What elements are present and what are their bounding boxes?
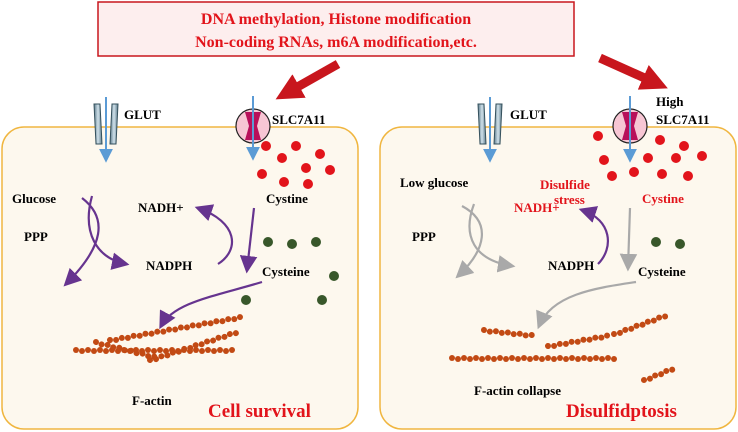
header-line-1: DNA methylation, Histone modification xyxy=(201,11,471,28)
cystine-label-right: Cystine xyxy=(642,191,684,206)
slc7a11-label-right-line2: SLC7A11 xyxy=(656,112,709,127)
ppp-label-left: PPP xyxy=(24,229,48,244)
cysteine-dots-right xyxy=(651,237,685,249)
cysteine-label-right: Cysteine xyxy=(638,264,686,279)
factin-collapse-label: F-actin collapse xyxy=(474,383,561,398)
f-actin-collapse-right xyxy=(449,313,676,383)
cysteine-label-left: Cysteine xyxy=(262,264,310,279)
glucose-label-left: Glucose xyxy=(12,191,56,206)
glucose-label-right: Low glucose xyxy=(400,175,468,190)
glut-transporter-right xyxy=(477,97,503,163)
cystine-label-left: Cystine xyxy=(266,191,308,206)
outcome-label-left: Cell survival xyxy=(208,401,311,422)
cystine-dots-right xyxy=(593,131,707,181)
glut-label-left: GLUT xyxy=(124,107,161,122)
metabolic-arrows-right-gray xyxy=(455,203,638,330)
factin-label-left: F-actin xyxy=(132,393,172,408)
f-actin-left xyxy=(73,314,243,363)
right-cell xyxy=(379,126,737,430)
outcome-label-right: Disulfidptosis xyxy=(566,401,677,422)
slc7a11-transporter-left xyxy=(235,96,271,161)
nadph-label-left: NADPH xyxy=(146,258,192,273)
regulation-arrow-right xyxy=(598,53,668,90)
slc7a11-transporter-right xyxy=(612,96,648,163)
nadh-label-right: NADH+ xyxy=(514,200,560,215)
cysteine-dots-left xyxy=(241,237,339,305)
glut-transporter-left xyxy=(93,97,119,163)
slc7a11-label-left: SLC7A11 xyxy=(272,112,325,127)
disulfide-stress-line1: Disulfide xyxy=(540,177,590,192)
header-line-2: Non-coding RNAs, m6A modification,etc. xyxy=(195,34,477,51)
regulation-arrow-left xyxy=(275,60,341,100)
metabolic-arrows-left xyxy=(63,195,263,330)
ppp-label-right: PPP xyxy=(412,229,436,244)
glut-label-right: GLUT xyxy=(510,107,547,122)
cystine-dots-left xyxy=(257,141,335,189)
nadph-label-right: NADPH xyxy=(548,258,594,273)
disulfide-stress-line2: stress xyxy=(554,192,585,207)
nadh-label-left: NADH+ xyxy=(138,200,184,215)
slc7a11-label-right-line1: High xyxy=(656,94,684,109)
nadph-to-nadh-arrow-right xyxy=(578,206,610,265)
regulation-header-box xyxy=(97,1,575,57)
